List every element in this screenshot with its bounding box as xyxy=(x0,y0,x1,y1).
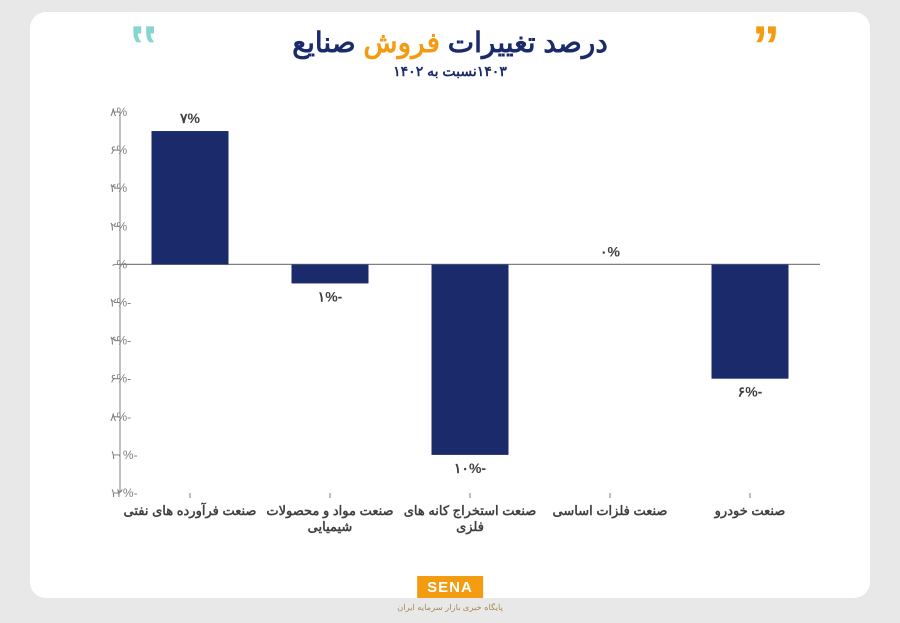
category-label: صنعت خودرو xyxy=(714,503,786,519)
y-tick-label: -۴% xyxy=(110,334,131,348)
bar xyxy=(712,264,789,378)
page-title: درصد تغییرات فروش صنایع xyxy=(30,26,870,59)
chart-area: ۸% ۶% ۴% ۲% ۰% -۲% -۴% -۶% -۸% -۱۰% -۱۲% ۷% صنعت فرآ… xyxy=(60,102,840,553)
y-tick-label: ۲% xyxy=(110,219,127,233)
header: ‟ ” درصد تغییرات فروش صنایع ۱۴۰۳نسبت به … xyxy=(30,12,870,80)
subtitle: ۱۴۰۳نسبت به ۱۴۰۲ xyxy=(30,63,870,80)
y-tick-label: ۶% xyxy=(110,143,127,157)
category-label: شیمیایی xyxy=(308,519,353,534)
category-label: فلزی xyxy=(456,519,484,535)
category-label: صنعت مواد و محصولات xyxy=(266,503,393,519)
chart-card: ‟ ” درصد تغییرات فروش صنایع ۱۴۰۳نسبت به … xyxy=(30,12,870,598)
y-tick-label: -۱۰% xyxy=(110,448,138,462)
category-label: صنعت فلزات اساسی xyxy=(553,503,668,519)
y-tick-label: -۱۲% xyxy=(110,486,138,500)
logo-text: SENA xyxy=(427,579,473,596)
y-tick-label: -۸% xyxy=(110,410,131,424)
title-post: صنایع xyxy=(292,27,355,58)
category-label: صنعت استخراج کانه های xyxy=(404,503,537,519)
y-tick-label: ۸% xyxy=(110,105,127,119)
quote-close-icon: ” xyxy=(752,18,770,74)
bar xyxy=(152,131,229,264)
bar xyxy=(432,264,509,455)
bar xyxy=(292,264,369,283)
y-tick-label: -۲% xyxy=(110,296,131,310)
category-label: صنعت فرآورده های نفتی xyxy=(124,502,257,519)
quote-open-icon: ‟ xyxy=(130,18,148,74)
y-tick-label: ۴% xyxy=(110,181,127,195)
title-pre: درصد تغییرات xyxy=(440,27,608,58)
y-tick-label: -۶% xyxy=(110,372,131,386)
value-label: ۰% xyxy=(600,243,621,259)
title-highlight: فروش xyxy=(356,27,440,58)
logo-badge: SENA xyxy=(417,576,483,598)
bar-chart: ۸% ۶% ۴% ۲% ۰% -۲% -۴% -۶% -۸% -۱۰% -۱۲% ۷% صنعت فرآ… xyxy=(60,102,840,553)
value-label: -۱% xyxy=(318,288,343,304)
value-label: -۶% xyxy=(738,384,763,400)
value-label: -۱۰% xyxy=(454,460,487,476)
logo-subtitle: پایگاه خبری بازار سرمایه ایران xyxy=(397,603,503,612)
value-label: ۷% xyxy=(179,110,201,126)
